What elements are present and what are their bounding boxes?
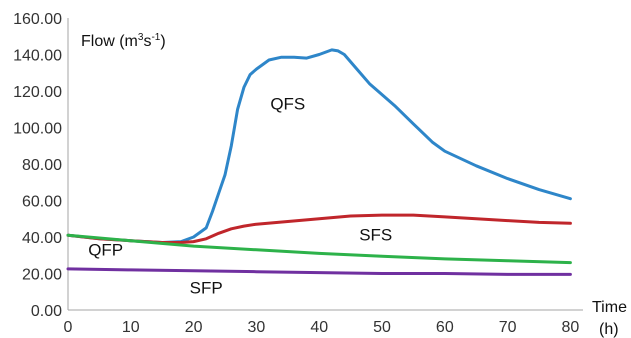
x-tick-label: 20 bbox=[185, 319, 203, 336]
axes bbox=[67, 18, 583, 311]
x-tick-labels: 0 10 20 30 40 50 60 70 80 bbox=[64, 319, 580, 336]
x-tick-label: 80 bbox=[562, 319, 580, 336]
series-label-qfs: QFS bbox=[270, 94, 305, 113]
x-tick-label: 30 bbox=[248, 319, 266, 336]
series-lines bbox=[66, 48, 572, 276]
x-tick-label: 0 bbox=[64, 319, 73, 336]
series-line-qfs bbox=[66, 48, 572, 244]
series-labels: QFS SFS QFP SFP bbox=[88, 94, 392, 297]
x-tick-label: 50 bbox=[373, 319, 391, 336]
y-tick-labels: 0.00 20.00 40.00 60.00 80.00 100.00 120.00 140.… bbox=[13, 11, 62, 320]
series-line-qfp bbox=[66, 233, 572, 265]
y-axis-title: Flow (m3s-1) bbox=[81, 32, 166, 50]
y-tick-label: 0.00 bbox=[31, 303, 62, 320]
series-line-sfs bbox=[66, 213, 572, 244]
series-label-qfp: QFP bbox=[88, 240, 123, 259]
x-tick-label: 40 bbox=[310, 319, 328, 336]
series-label-sfs: SFS bbox=[359, 226, 392, 245]
x-tick-label: 10 bbox=[122, 319, 140, 336]
x-tick-label: 70 bbox=[499, 319, 517, 336]
y-tick-label: 120.00 bbox=[13, 84, 62, 101]
y-tick-label: 100.00 bbox=[13, 121, 62, 138]
y-tick-label: 40.00 bbox=[22, 230, 62, 247]
series-line-sfp bbox=[66, 267, 572, 276]
y-tick-label: 80.00 bbox=[22, 157, 62, 174]
x-tick-label: 60 bbox=[436, 319, 454, 336]
x-axis-unit: (h) bbox=[599, 321, 619, 338]
x-axis-title: Time bbox=[592, 299, 627, 316]
y-tick-label: 20.00 bbox=[22, 267, 62, 284]
series-label-sfp: SFP bbox=[190, 279, 223, 298]
y-tick-label: 60.00 bbox=[22, 194, 62, 211]
y-tick-label: 160.00 bbox=[13, 11, 62, 28]
y-tick-label: 140.00 bbox=[13, 48, 62, 65]
